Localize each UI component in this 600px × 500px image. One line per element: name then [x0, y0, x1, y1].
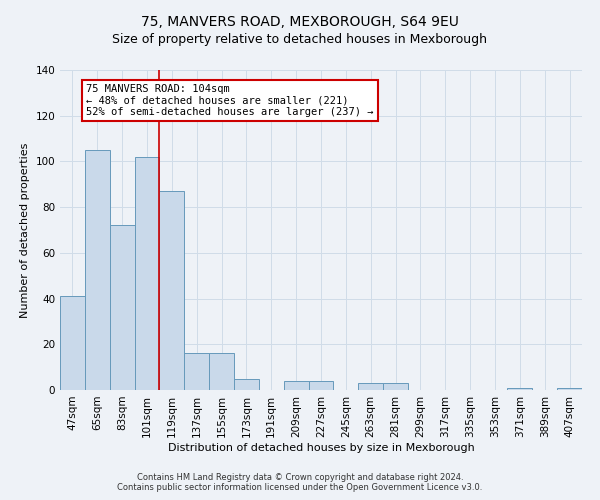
Bar	[110, 226, 134, 390]
Bar	[308, 381, 334, 390]
Bar	[134, 157, 160, 390]
Bar	[557, 388, 582, 390]
Bar	[160, 191, 184, 390]
Text: Size of property relative to detached houses in Mexborough: Size of property relative to detached ho…	[113, 32, 487, 46]
Bar	[85, 150, 110, 390]
Bar	[383, 383, 408, 390]
Y-axis label: Number of detached properties: Number of detached properties	[20, 142, 30, 318]
Bar	[184, 354, 209, 390]
Text: 75 MANVERS ROAD: 104sqm
← 48% of detached houses are smaller (221)
52% of semi-d: 75 MANVERS ROAD: 104sqm ← 48% of detache…	[86, 84, 374, 117]
Bar	[209, 354, 234, 390]
Bar	[284, 381, 308, 390]
Bar	[358, 383, 383, 390]
Bar	[508, 388, 532, 390]
Bar	[60, 296, 85, 390]
Bar	[234, 378, 259, 390]
Text: 75, MANVERS ROAD, MEXBOROUGH, S64 9EU: 75, MANVERS ROAD, MEXBOROUGH, S64 9EU	[141, 15, 459, 29]
X-axis label: Distribution of detached houses by size in Mexborough: Distribution of detached houses by size …	[167, 442, 475, 452]
Text: Contains HM Land Registry data © Crown copyright and database right 2024.
Contai: Contains HM Land Registry data © Crown c…	[118, 473, 482, 492]
